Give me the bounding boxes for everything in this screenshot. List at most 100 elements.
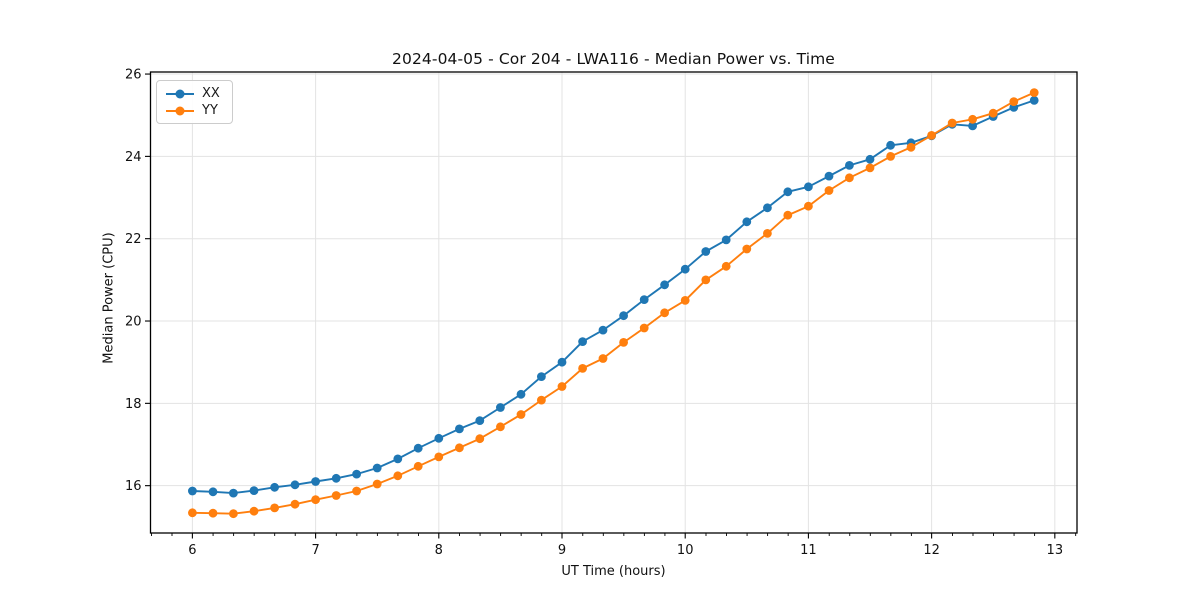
series-point-yy xyxy=(393,471,403,481)
series-point-xx xyxy=(249,486,259,495)
x-tick-label: 10 xyxy=(677,543,694,558)
series-point-xx xyxy=(434,433,444,443)
series-point-xx xyxy=(270,482,279,492)
series-point-yy xyxy=(496,422,505,432)
series-point-yy xyxy=(352,486,361,496)
series-point-xx xyxy=(701,247,711,256)
series-point-yy xyxy=(290,499,300,509)
y-tick-label: 18 xyxy=(125,397,142,412)
series-point-yy xyxy=(249,506,259,516)
series-point-yy xyxy=(208,508,218,518)
legend: XX YY xyxy=(156,80,233,124)
series-point-yy xyxy=(578,364,587,373)
x-tick-label: 9 xyxy=(558,543,566,558)
series-point-xx xyxy=(660,280,669,290)
series-point-xx xyxy=(680,264,690,274)
series-point-xx xyxy=(783,187,793,197)
chart-title: 2024-04-05 - Cor 204 - LWA116 - Median P… xyxy=(392,50,835,68)
series-point-yy xyxy=(660,308,669,318)
series-point-yy xyxy=(455,443,464,453)
series-point-yy xyxy=(188,508,197,518)
series-point-xx xyxy=(331,473,341,483)
legend-item-xx: XX xyxy=(166,87,220,100)
series-point-xx xyxy=(598,325,608,335)
series-point-xx xyxy=(619,311,628,321)
series-point-yy xyxy=(763,229,772,238)
series-point-yy xyxy=(886,152,895,161)
series-point-yy xyxy=(598,354,608,363)
series-point-yy xyxy=(475,434,485,444)
series-point-yy xyxy=(906,142,916,152)
series-point-xx xyxy=(311,477,320,486)
series-point-xx xyxy=(742,217,752,227)
series-point-xx xyxy=(455,424,464,434)
series-point-yy xyxy=(557,382,567,391)
x-tick-label: 11 xyxy=(800,543,817,558)
series-point-yy xyxy=(331,491,341,500)
plot-border xyxy=(149,71,1078,534)
series-point-yy xyxy=(721,261,731,271)
y-axis-label: Median Power (CPU) xyxy=(101,232,117,364)
series-point-xx xyxy=(763,203,772,213)
series-point-yy xyxy=(619,338,628,347)
series-point-xx xyxy=(865,154,875,164)
series-point-xx xyxy=(886,140,895,150)
series-point-yy xyxy=(311,495,320,505)
series-point-xx xyxy=(393,454,403,464)
series-point-xx xyxy=(372,463,382,473)
series-point-xx xyxy=(721,235,731,245)
series-point-xx xyxy=(537,372,546,381)
series-point-yy xyxy=(270,503,279,513)
series-point-xx xyxy=(188,486,197,496)
series-point-yy xyxy=(988,108,998,118)
series-point-yy xyxy=(639,323,649,333)
series-point-yy xyxy=(434,452,444,462)
series-point-xx xyxy=(229,488,238,498)
y-tick-label: 26 xyxy=(125,68,142,83)
series-point-xx xyxy=(804,182,813,192)
legend-label: XX xyxy=(202,86,220,101)
series-point-yy xyxy=(372,479,382,489)
x-tick-label: 7 xyxy=(311,543,319,558)
x-axis-label: UT Time (hours) xyxy=(561,564,666,579)
series-point-xx xyxy=(290,480,300,490)
series-point-xx xyxy=(578,337,587,346)
series-point-xx xyxy=(516,389,526,399)
x-tick-label: 13 xyxy=(1047,543,1064,558)
series-point-yy xyxy=(968,114,977,124)
legend-item-yy: YY xyxy=(166,104,220,117)
series-point-yy xyxy=(680,296,690,305)
legend-label: YY xyxy=(202,103,218,118)
series-point-xx xyxy=(968,121,977,131)
series-point-xx xyxy=(845,161,854,170)
series-point-yy xyxy=(865,163,875,173)
series-point-yy xyxy=(701,275,711,285)
series-point-yy xyxy=(1009,97,1019,106)
series-point-xx xyxy=(352,469,361,479)
y-tick-label: 24 xyxy=(125,150,142,165)
series-point-yy xyxy=(824,186,834,195)
x-tick-label: 8 xyxy=(435,543,443,558)
series-point-xx xyxy=(557,357,567,367)
series-point-xx xyxy=(496,403,505,412)
series-point-yy xyxy=(804,201,813,211)
x-tick-label: 6 xyxy=(188,543,196,558)
series-point-yy xyxy=(537,395,546,405)
series-point-yy xyxy=(516,410,526,419)
x-tick-label: 12 xyxy=(923,543,940,558)
series-point-xx xyxy=(208,487,218,497)
series-point-yy xyxy=(947,118,957,128)
series-point-yy xyxy=(413,461,423,471)
series-line-xx xyxy=(192,99,1035,495)
series-point-yy xyxy=(229,509,238,519)
series-point-yy xyxy=(845,173,854,183)
y-tick-label: 16 xyxy=(125,479,142,494)
series-point-yy xyxy=(783,210,793,220)
y-tick-label: 20 xyxy=(125,315,142,330)
series-line-yy xyxy=(192,91,1035,515)
series-point-xx xyxy=(824,171,834,181)
series-point-yy xyxy=(927,131,936,140)
legend-line-marker-icon xyxy=(166,88,194,99)
